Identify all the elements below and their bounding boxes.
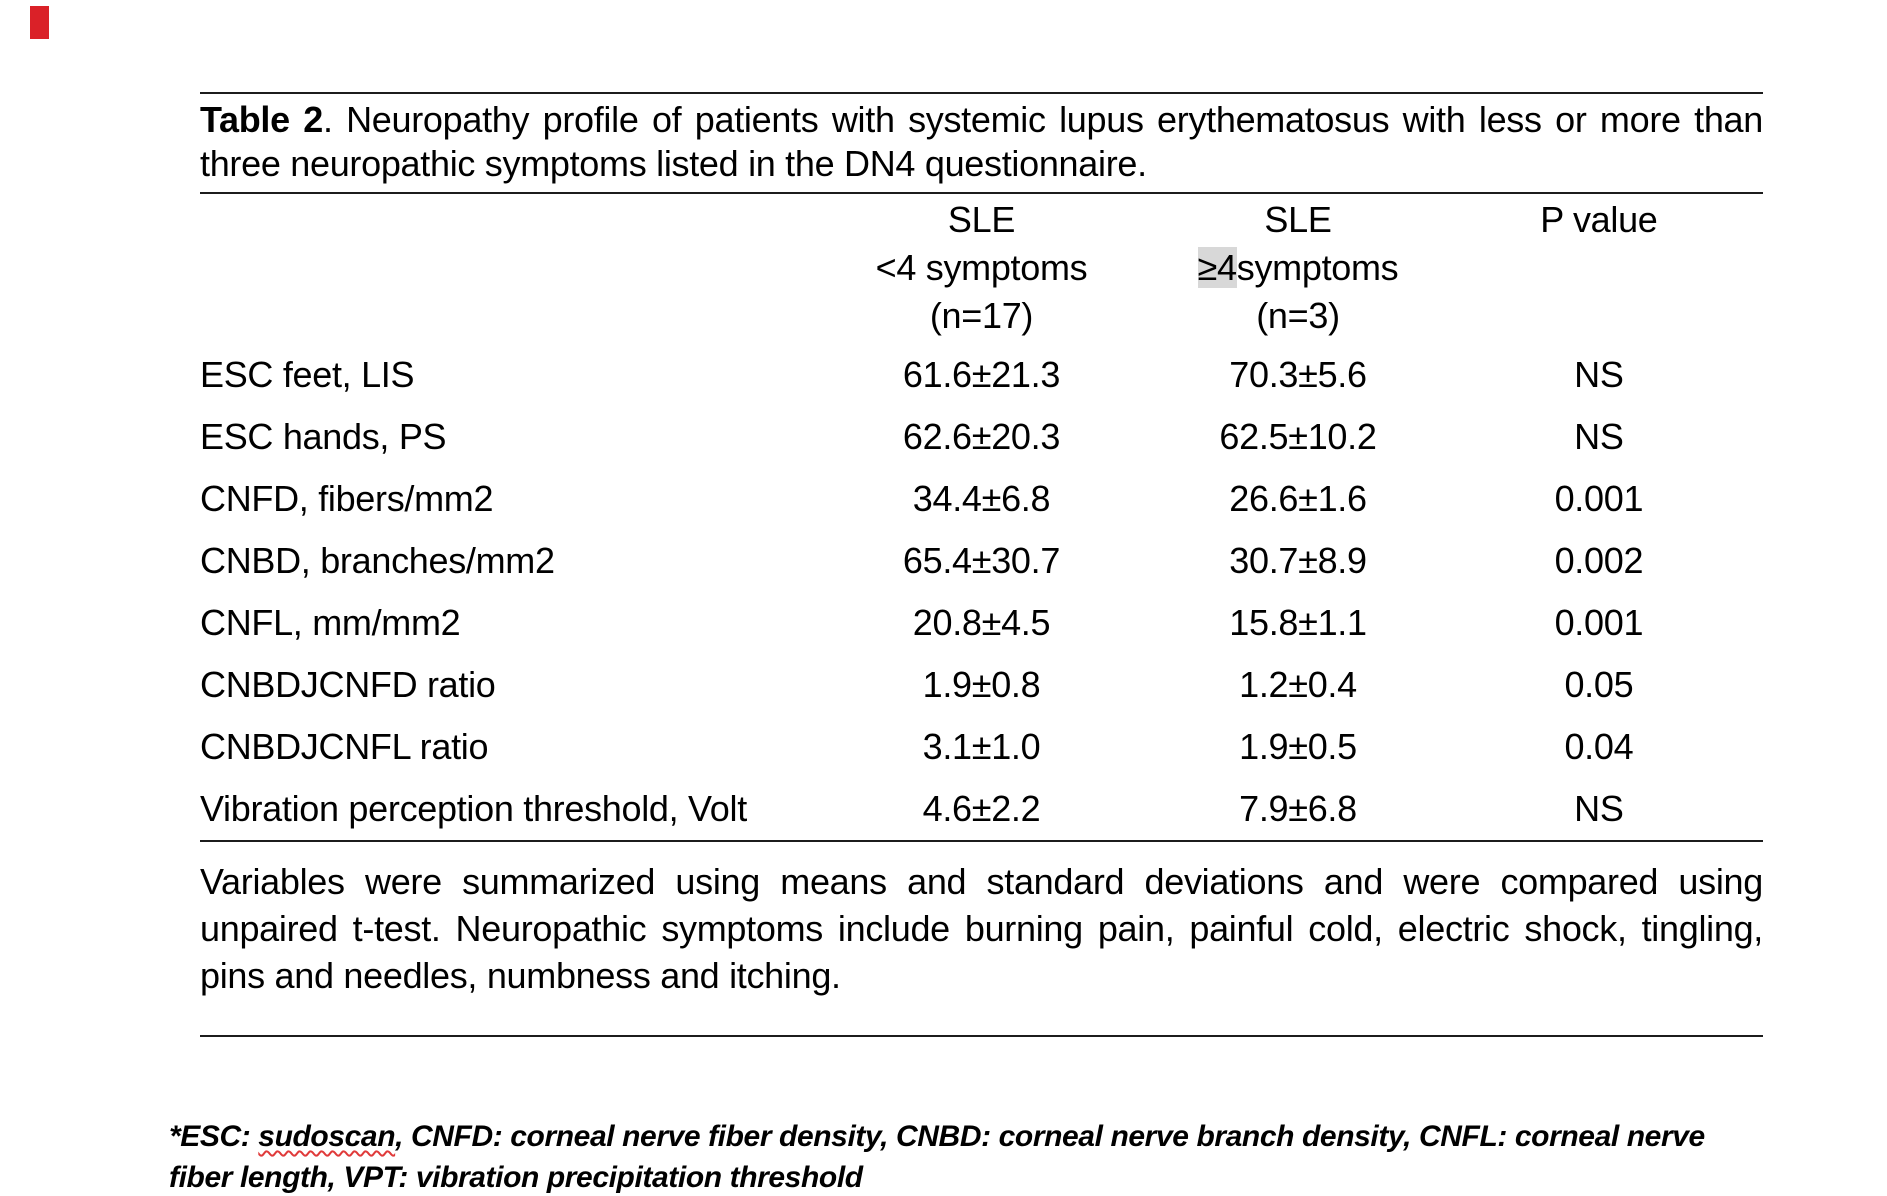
header-empty-cell xyxy=(200,194,802,344)
value-lt4: 61.6±21.3 xyxy=(902,354,1061,395)
neuropathy-table: SLE <4 symptoms (n=17) SLE ≥4symptoms (n… xyxy=(200,194,1763,840)
p-value: 0.002 xyxy=(1554,540,1644,581)
row-label: CNFD, fibers/mm2 xyxy=(200,478,494,519)
row-label: Vibration perception threshold, Volt xyxy=(200,788,747,829)
header-row: SLE <4 symptoms (n=17) SLE ≥4symptoms (n… xyxy=(200,194,1763,344)
col-header-sle-ge4-line1: SLE xyxy=(1264,199,1332,240)
methods-note: Variables were summarized using means an… xyxy=(200,861,1763,996)
abbrev-rest: , CNFD: corneal nerve fiber density, CNB… xyxy=(169,1120,1705,1194)
table-row: CNBD, branches/mm2 65.4±30.7 30.7±8.9 0.… xyxy=(200,530,1763,592)
value-ge4: 7.9±6.8 xyxy=(1239,788,1357,829)
value-ge4: 70.3±5.6 xyxy=(1229,354,1367,395)
table-row: CNBDJCNFD ratio 1.9±0.8 1.2±0.4 0.05 xyxy=(200,654,1763,716)
value-ge4: 1.2±0.4 xyxy=(1239,664,1357,705)
abbreviations-footnote: *ESC: sudoscan, CNFD: corneal nerve fibe… xyxy=(169,1116,1769,1196)
horizontal-rule-under-table xyxy=(200,840,1763,842)
col-header-sle-lt4: SLE <4 symptoms (n=17) xyxy=(802,194,1161,344)
value-ge4: 15.8±1.1 xyxy=(1229,602,1367,643)
value-lt4: 62.6±20.3 xyxy=(902,416,1061,457)
table-row: ESC hands, PS 62.6±20.3 62.5±10.2 NS xyxy=(200,406,1763,468)
value-lt4: 4.6±2.2 xyxy=(922,788,1041,829)
p-value: NS xyxy=(1574,788,1624,829)
value-lt4: 20.8±4.5 xyxy=(912,602,1051,643)
row-label: CNBDJCNFL ratio xyxy=(200,726,489,767)
value-ge4: 62.5±10.2 xyxy=(1219,416,1377,457)
table-caption: Table 2. Neuropathy profile of patients … xyxy=(200,98,1763,186)
col-header-sle-ge4-line3: (n=3) xyxy=(1256,295,1340,336)
table-row: CNFL, mm/mm2 20.8±4.5 15.8±1.1 0.001 xyxy=(200,592,1763,654)
row-label: ESC hands, PS xyxy=(200,416,447,457)
col-header-pvalue: P value xyxy=(1540,199,1658,240)
p-value: 0.001 xyxy=(1554,478,1644,519)
value-ge4: 30.7±8.9 xyxy=(1229,540,1367,581)
value-lt4: 1.9±0.8 xyxy=(922,664,1041,705)
value-ge4: 26.6±1.6 xyxy=(1229,478,1367,519)
row-label: ESC feet, LIS xyxy=(200,354,415,395)
p-value: NS xyxy=(1574,416,1624,457)
p-value: 0.05 xyxy=(1564,664,1634,705)
value-lt4: 3.1±1.0 xyxy=(922,726,1041,767)
table-row: CNBDJCNFL ratio 3.1±1.0 1.9±0.5 0.04 xyxy=(200,716,1763,778)
abbrev-sudoscan-spellcheck: sudoscan xyxy=(258,1120,396,1153)
value-lt4: 65.4±30.7 xyxy=(902,540,1061,581)
horizontal-rule-top xyxy=(200,92,1763,94)
row-label: CNFL, mm/mm2 xyxy=(200,602,461,643)
table-block: Table 2. Neuropathy profile of patients … xyxy=(200,92,1763,1037)
horizontal-rule-bottom xyxy=(200,1035,1763,1037)
col-header-sle-ge4-line2-rest: symptoms xyxy=(1236,247,1399,288)
table-caption-text: . Neuropathy profile of patients with sy… xyxy=(200,99,1763,184)
red-corner-mark xyxy=(30,6,49,39)
value-lt4: 34.4±6.8 xyxy=(912,478,1051,519)
highlighted-ge4: ≥4 xyxy=(1197,247,1237,288)
table-caption-number: Table 2 xyxy=(200,99,323,140)
col-header-sle-ge4-line2: ≥4symptoms xyxy=(1161,244,1435,292)
value-ge4: 1.9±0.5 xyxy=(1239,726,1357,767)
col-header-sle-lt4-line2: <4 symptoms xyxy=(875,247,1088,288)
horizontal-rule-under-caption xyxy=(200,192,1763,194)
row-label: CNBDJCNFD ratio xyxy=(200,664,496,705)
p-value: 0.001 xyxy=(1554,602,1644,643)
col-header-sle-ge4: SLE ≥4symptoms (n=3) xyxy=(1161,194,1435,344)
col-header-sle-lt4-line3: (n=17) xyxy=(929,295,1034,336)
table-row: ESC feet, LIS 61.6±21.3 70.3±5.6 NS xyxy=(200,344,1763,406)
col-header-sle-lt4-line1: SLE xyxy=(947,199,1016,240)
row-label: CNBD, branches/mm2 xyxy=(200,540,555,581)
p-value: 0.04 xyxy=(1564,726,1634,767)
p-value: NS xyxy=(1574,354,1624,395)
table-row: CNFD, fibers/mm2 34.4±6.8 26.6±1.6 0.001 xyxy=(200,468,1763,530)
table-row: Vibration perception threshold, Volt 4.6… xyxy=(200,778,1763,840)
abbrev-prefix: *ESC: xyxy=(169,1120,259,1153)
